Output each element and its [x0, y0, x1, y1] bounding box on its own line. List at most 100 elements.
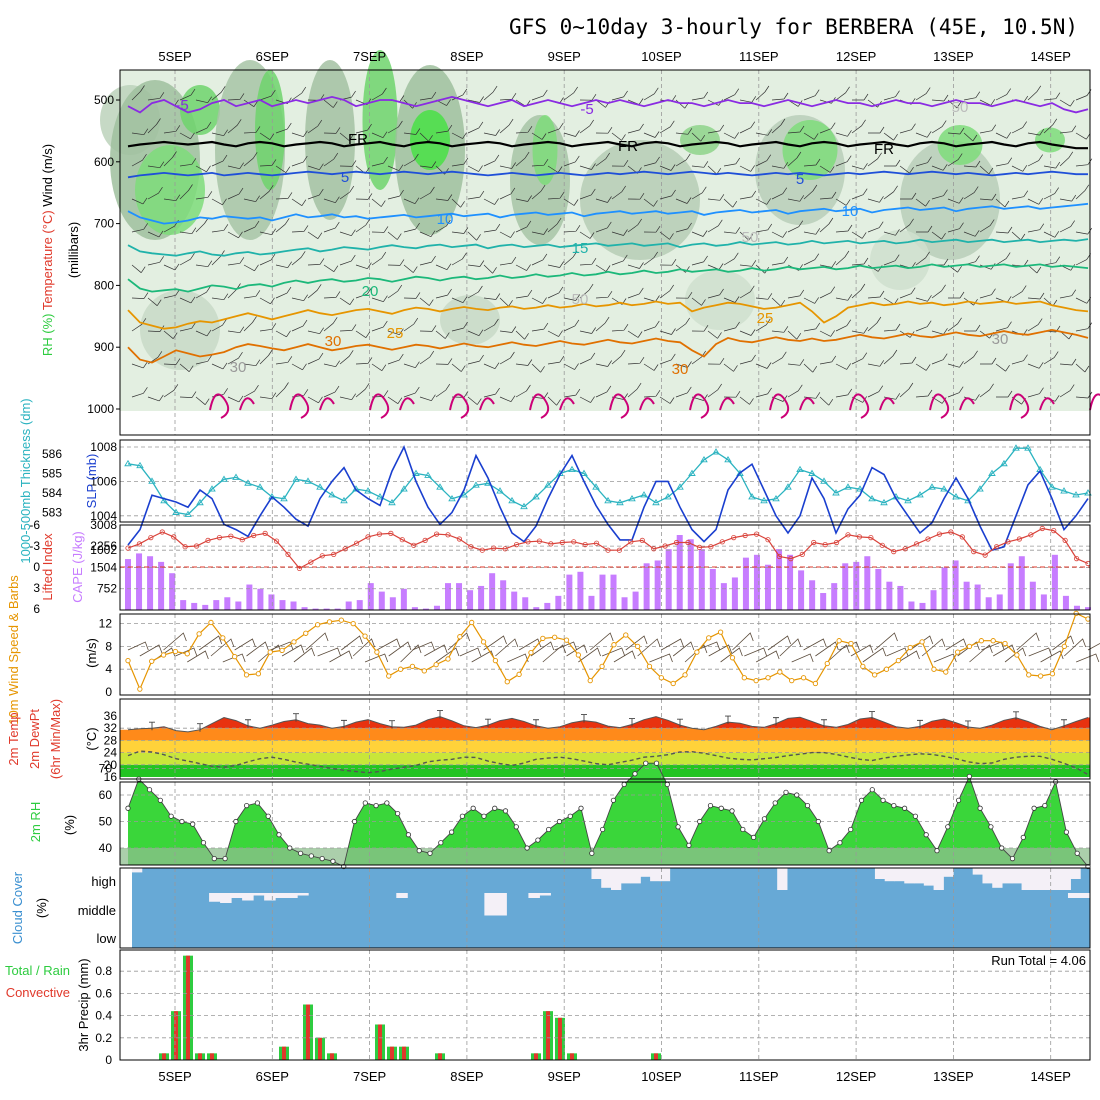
rh-marker	[190, 821, 196, 827]
cape-bar	[522, 597, 529, 610]
wind-barb	[643, 320, 660, 332]
precip-convective-bar	[174, 1011, 178, 1060]
wind-barb	[339, 132, 354, 141]
wind-barb	[307, 163, 324, 171]
wind-speed-marker	[433, 661, 439, 668]
wind-barb	[947, 317, 962, 332]
rh-marker	[297, 850, 304, 856]
rh-marker	[535, 837, 541, 843]
wind-barb	[547, 355, 565, 365]
pressure-tick-label: 500	[94, 93, 114, 107]
high-cloud-gap	[601, 868, 612, 888]
wind-barb-10m	[459, 647, 482, 657]
wind-speed-marker	[160, 652, 167, 658]
wind-barb	[739, 285, 755, 299]
wind-barb	[899, 165, 914, 174]
rh-marker	[955, 797, 962, 803]
wind-barb	[563, 388, 581, 398]
high-cloud-gap	[982, 868, 993, 884]
wind-barb-10m	[1040, 650, 1064, 663]
wind-barb	[435, 330, 450, 339]
wind-barb	[291, 251, 306, 266]
high-cloud-gap	[914, 868, 925, 884]
cape-bar	[765, 564, 771, 610]
wind-barb-10m	[175, 647, 198, 657]
min-max-whisker	[629, 718, 635, 727]
rh-marker	[330, 858, 336, 864]
thickness-marker	[136, 461, 144, 469]
wind-speed-marker	[706, 635, 712, 641]
rh-marker	[546, 826, 552, 833]
wind-barb	[1027, 318, 1043, 332]
wind-barb	[387, 164, 404, 172]
contour-label: 10	[437, 211, 454, 228]
wind-barb-10m	[898, 650, 920, 663]
precip-convective-bar	[198, 1053, 202, 1060]
wind-barb	[1027, 362, 1044, 369]
wind-speed-marker	[670, 680, 676, 687]
date-label-top: 14SEP	[1030, 49, 1070, 64]
wind-barb	[1011, 285, 1027, 299]
wind-barb	[387, 284, 403, 299]
date-label-top: 8SEP	[450, 49, 483, 64]
wind-barb	[915, 156, 932, 167]
min-max-whisker	[533, 719, 539, 728]
wind-speed-marker	[1014, 652, 1020, 658]
thickness-marker	[868, 494, 876, 502]
rh-marker	[1020, 834, 1026, 841]
rh-marker	[804, 802, 811, 809]
wind-barb	[995, 198, 1010, 208]
rh-marker	[168, 813, 174, 819]
wind-barb	[179, 253, 195, 266]
cape-bar	[687, 539, 694, 610]
cape-bar	[389, 597, 396, 610]
wind-speed-marker	[753, 677, 759, 684]
lifted-index-marker	[1016, 536, 1023, 542]
lifted-index-marker	[822, 541, 828, 548]
thickness-marker	[1012, 444, 1020, 451]
rh-marker	[556, 818, 563, 825]
cape-bar	[599, 574, 606, 610]
pressure-tick-label: 900	[94, 340, 114, 354]
lifted-index-marker	[673, 539, 680, 546]
rh-marker	[222, 855, 228, 862]
wind-barb	[179, 363, 194, 372]
contour-label: 25	[757, 310, 774, 327]
wind-barb	[451, 252, 467, 266]
lifted-index-tick-label: -6	[29, 518, 40, 532]
wind-barb-10m	[637, 638, 661, 657]
wind-barb	[163, 194, 181, 202]
rh-marker	[783, 789, 789, 795]
thickness-marker	[184, 510, 192, 517]
rh-marker	[276, 832, 282, 838]
wind-barb	[355, 357, 373, 365]
cape-bar	[720, 583, 727, 610]
rh-shading-blob	[782, 120, 838, 180]
wind-barb	[275, 286, 292, 299]
wind-barb	[419, 132, 433, 142]
wind-barb	[1027, 292, 1045, 300]
wind-speed-marker	[646, 663, 653, 669]
contour-label: 50	[742, 229, 759, 246]
wind-barb	[579, 231, 595, 239]
lifted-index-marker	[136, 541, 143, 547]
wind-barb	[899, 356, 917, 365]
humidity-contour	[1089, 393, 1100, 411]
wind-barb	[531, 184, 546, 200]
slp-tick-label: 1004	[90, 509, 117, 523]
precip-convective-bar	[438, 1053, 442, 1060]
thickness-marker	[592, 483, 600, 490]
humidity-contour	[609, 393, 655, 419]
wind-barb	[771, 187, 788, 200]
wind-speed-marker	[255, 671, 262, 677]
cape-bar	[345, 601, 352, 610]
min-max-whisker	[821, 719, 827, 728]
wind-barb-10m	[352, 638, 375, 657]
wind-barb-10m	[1064, 638, 1087, 657]
wind-barb	[659, 120, 675, 134]
wind-barb	[819, 330, 835, 337]
wind-barb	[243, 126, 261, 134]
cape-bar	[919, 602, 926, 610]
wind-barb	[259, 323, 277, 332]
thickness-marker	[376, 493, 384, 500]
